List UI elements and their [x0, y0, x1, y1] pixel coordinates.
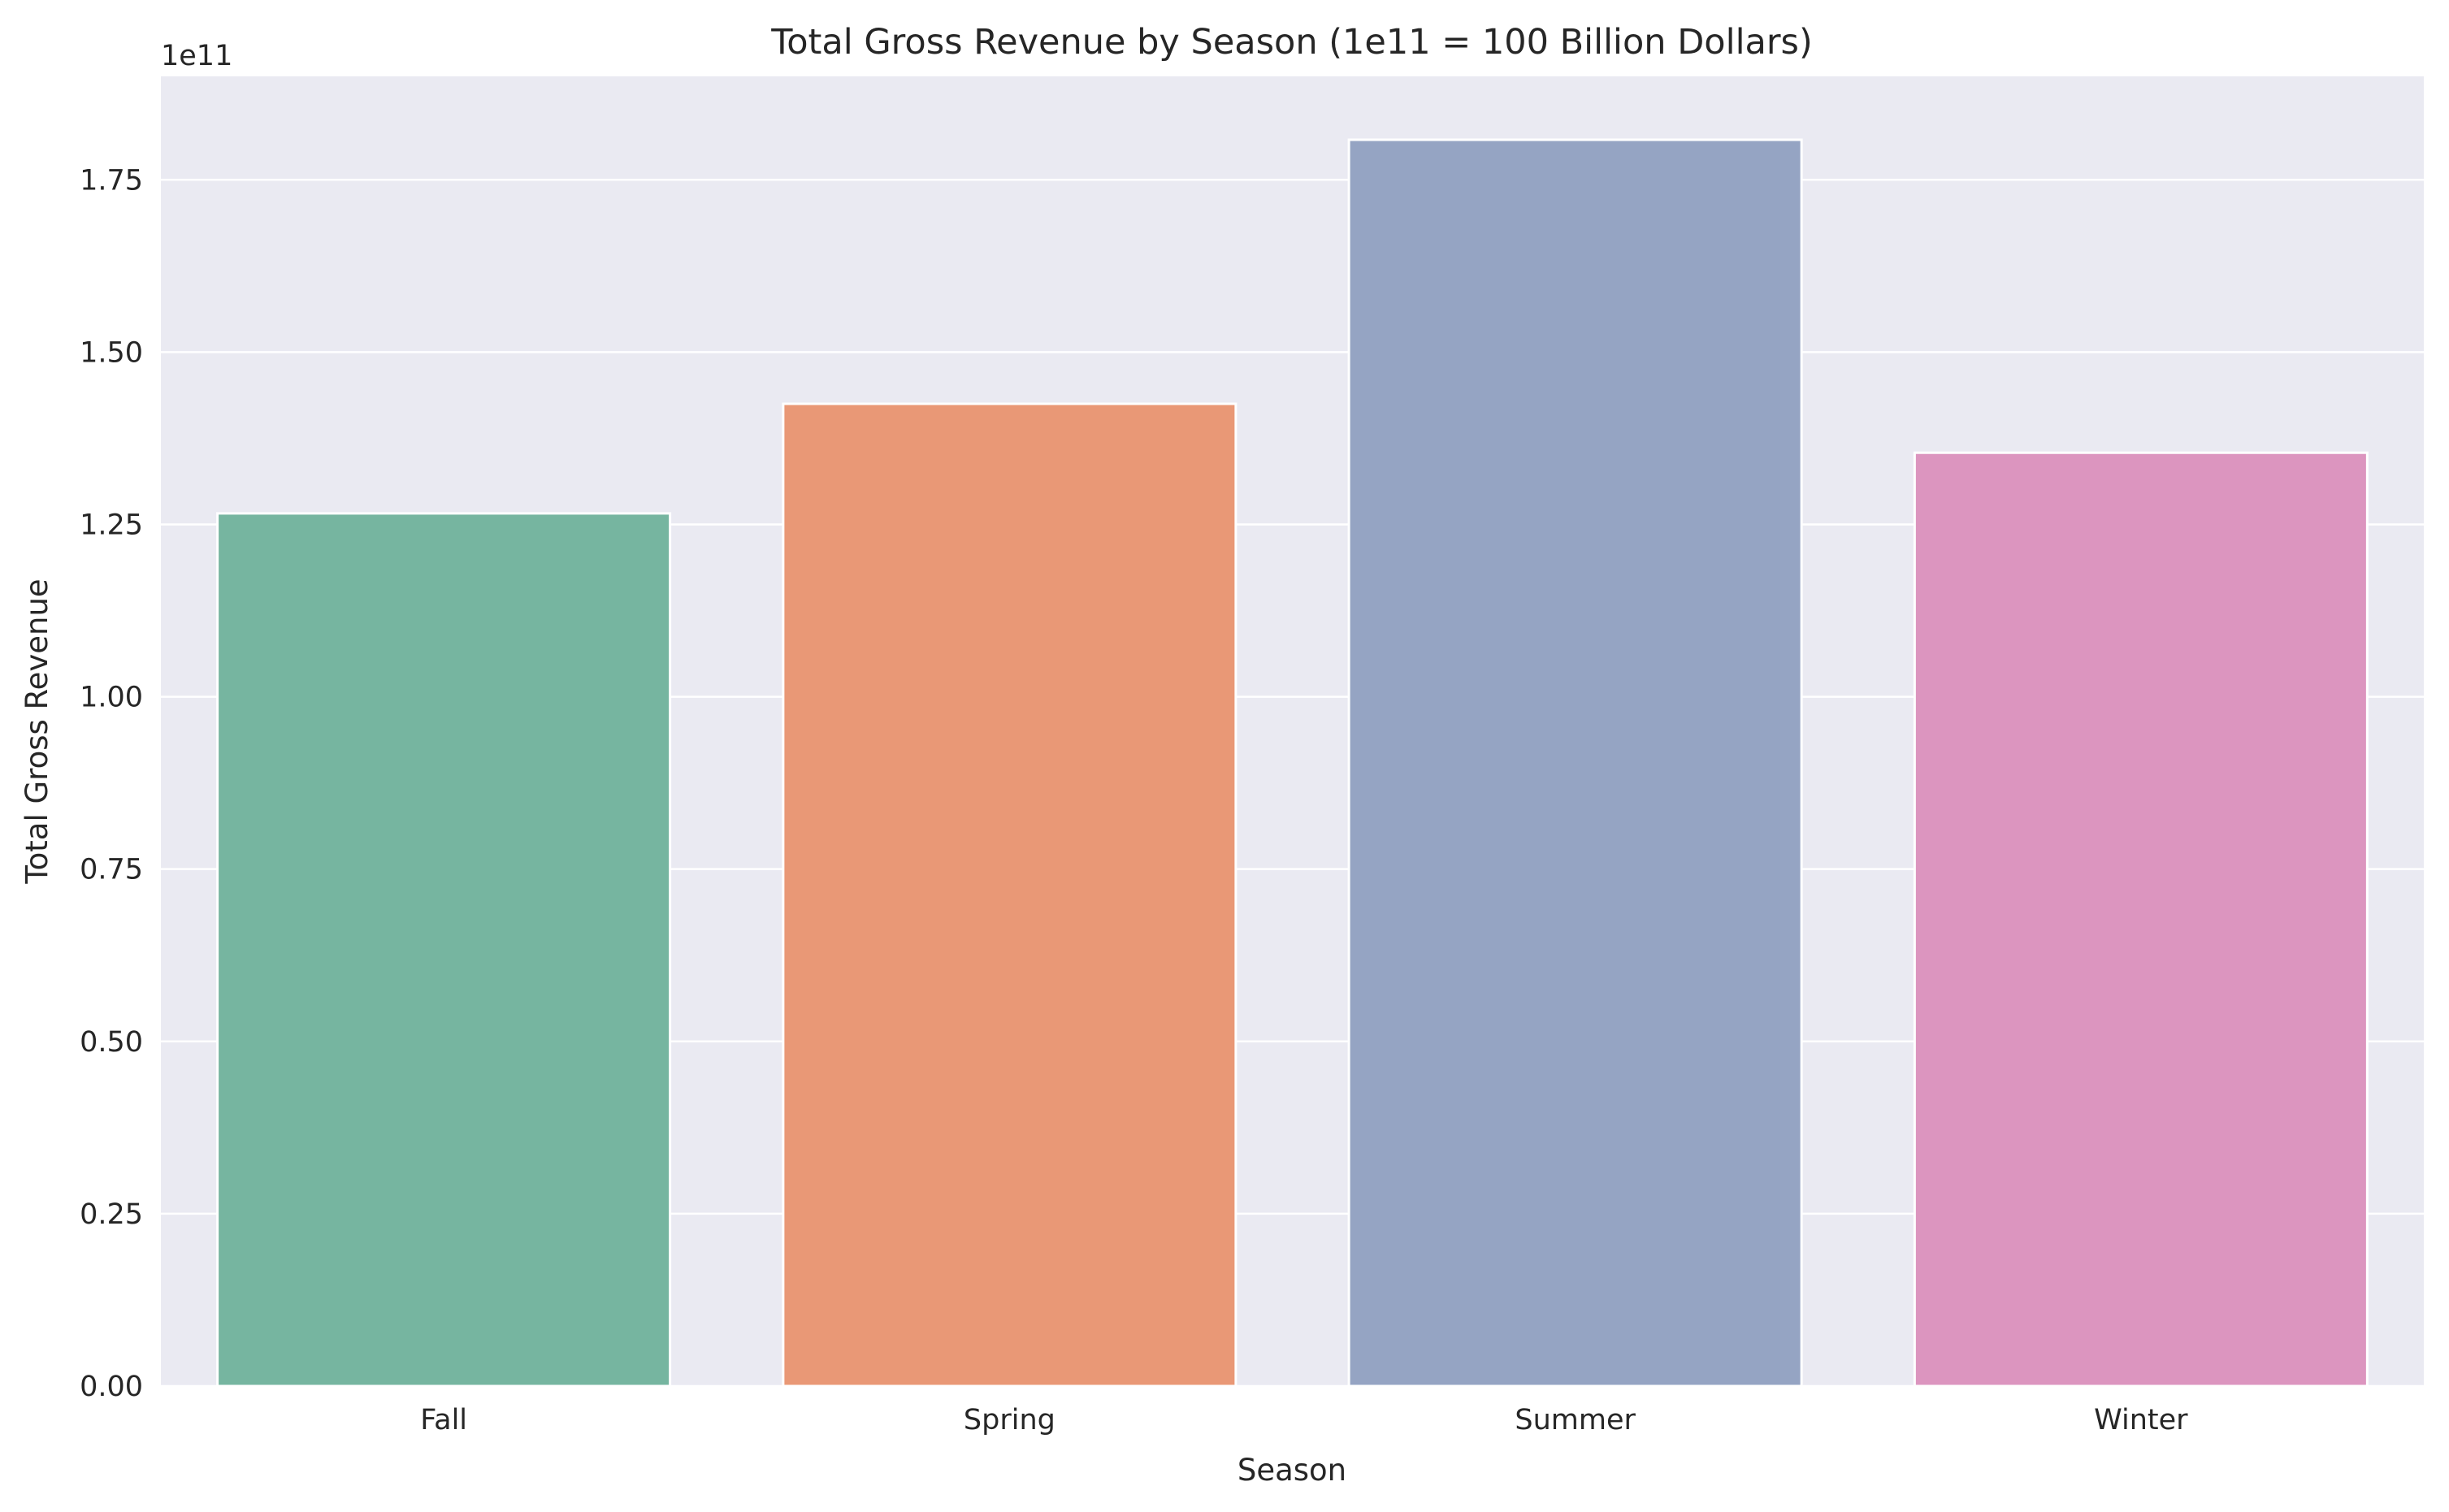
y-tick-label: 1.25: [80, 509, 143, 541]
bar-winter: [1913, 451, 2369, 1388]
bars: [216, 138, 2369, 1388]
x-tick-labels: Fall Spring Summer Winter: [420, 1404, 2188, 1436]
x-tick-label: Winter: [2094, 1404, 2188, 1436]
y-offset-label: 1e11: [161, 40, 232, 72]
bar-fall: [216, 512, 672, 1388]
y-tick-label: 1.75: [80, 164, 143, 197]
y-tick-labels: 0.00 0.25 0.50 0.75 1.00 1.25 1.50 1.75: [80, 164, 143, 1403]
y-tick-label: 1.00: [80, 682, 143, 714]
y-tick-label: 0.50: [80, 1026, 143, 1059]
x-tick-label: Fall: [420, 1404, 467, 1436]
bar-spring: [782, 402, 1238, 1388]
x-tick-label: Spring: [964, 1404, 1055, 1436]
x-tick-label: Summer: [1515, 1404, 1636, 1436]
x-axis-label: Season: [1238, 1453, 1346, 1488]
chart-title: Total Gross Revenue by Season (1e11 = 10…: [770, 22, 1812, 63]
y-tick-label: 0.75: [80, 854, 143, 886]
y-tick-label: 1.50: [80, 336, 143, 369]
y-tick-label: 0.00: [80, 1371, 143, 1403]
y-tick-label: 0.25: [80, 1198, 143, 1231]
bar-summer: [1347, 138, 1803, 1388]
y-axis-label: Total Gross Revenue: [20, 578, 54, 884]
